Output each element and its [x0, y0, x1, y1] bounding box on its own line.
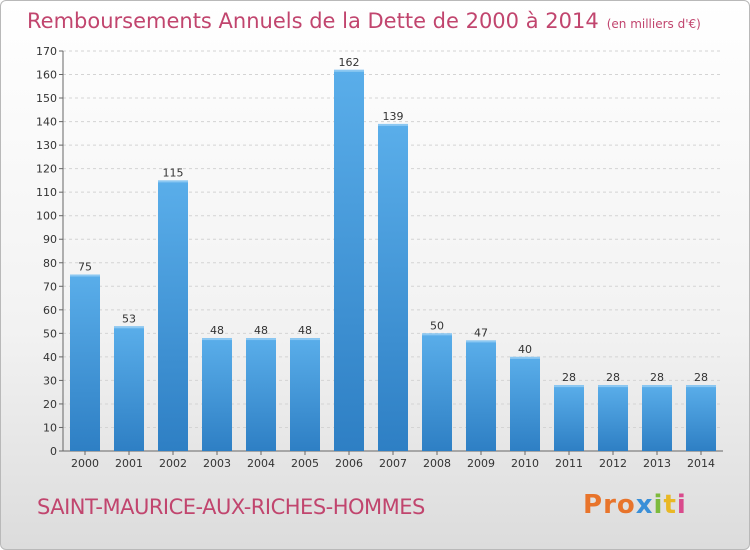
x-tick-label: 2005 [291, 457, 319, 470]
x-tick-label: 2001 [115, 457, 143, 470]
y-tick-label: 10 [43, 421, 57, 434]
x-tick-label: 2013 [643, 457, 671, 470]
bar [554, 385, 584, 451]
x-tick-label: 2010 [511, 457, 539, 470]
bar-chart: 0 10 20 30 40 50 60 70 80 90 100 110 120 130 140 150 160… [36, 45, 723, 470]
bar-highlight [70, 274, 100, 277]
bar [70, 274, 100, 451]
x-tick-label: 2007 [379, 457, 407, 470]
bar-highlight [290, 338, 320, 341]
logo-letter: t [663, 490, 677, 520]
x-tick-label: 2014 [687, 457, 715, 470]
bar-highlight [334, 69, 364, 72]
x-tick-label: 2000 [71, 457, 99, 470]
bar-highlight [202, 338, 232, 341]
bar-value-label: 40 [518, 343, 532, 356]
x-tick-label: 2003 [203, 457, 231, 470]
commune-name: SAINT-MAURICE-AUX-RICHES-HOMMES [37, 495, 425, 519]
y-tick-label: 0 [50, 445, 57, 458]
bar [246, 338, 276, 451]
x-tick-label: 2009 [467, 457, 495, 470]
bar-highlight [378, 123, 408, 126]
bar-value-label: 162 [339, 56, 360, 69]
bar-value-label: 115 [163, 166, 184, 179]
x-tick-label: 2011 [555, 457, 583, 470]
bar-value-label: 28 [562, 371, 576, 384]
logo-letter: P [583, 490, 604, 520]
logo-letter: x [635, 490, 654, 520]
bar [378, 123, 408, 452]
x-tick-label: 2006 [335, 457, 363, 470]
y-tick-label: 130 [36, 139, 57, 152]
bar [158, 180, 188, 452]
x-tick-label: 2004 [247, 457, 275, 470]
y-tick-label: 60 [43, 304, 57, 317]
bar-value-label: 28 [650, 371, 664, 384]
proxiti-logo: Proxiti [583, 490, 687, 520]
logo-letter: r [603, 490, 617, 520]
y-tick-label: 100 [36, 210, 57, 223]
y-tick-label: 20 [43, 398, 57, 411]
bar-highlight [686, 385, 716, 388]
y-tick-label: 140 [36, 116, 57, 129]
y-tick-label: 90 [43, 233, 57, 246]
y-tick-label: 50 [43, 327, 57, 340]
bar [466, 340, 496, 451]
bar-value-label: 47 [474, 326, 488, 339]
logo-letter: o [616, 490, 636, 520]
bar-value-label: 50 [430, 319, 444, 332]
bar-highlight [598, 385, 628, 388]
y-tick-label: 150 [36, 92, 57, 105]
bar [114, 326, 144, 451]
x-tick-label: 2002 [159, 457, 187, 470]
bar [422, 333, 452, 451]
bar-value-label: 139 [383, 110, 404, 123]
y-tick-label: 40 [43, 351, 57, 364]
bar [290, 338, 320, 451]
y-tick-label: 80 [43, 257, 57, 270]
chart-title-text: Remboursements Annuels de la Dette de 20… [27, 9, 599, 33]
logo-letter: i [676, 490, 687, 520]
bar-value-label: 28 [606, 371, 620, 384]
y-tick-label: 110 [36, 186, 57, 199]
bar-highlight [466, 340, 496, 343]
bar [202, 338, 232, 451]
bar [510, 356, 540, 451]
chart-unit: (en milliers d'€) [606, 17, 701, 31]
y-tick-label: 70 [43, 280, 57, 293]
x-tick-label: 2012 [599, 457, 627, 470]
bar-value-label: 75 [78, 261, 92, 274]
bar-highlight [246, 338, 276, 341]
logo-letter: i [653, 490, 664, 520]
bar-highlight [642, 385, 672, 388]
bar-highlight [422, 333, 452, 336]
y-tick-label: 30 [43, 374, 57, 387]
bar-value-label: 28 [694, 371, 708, 384]
bar-value-label: 48 [210, 324, 224, 337]
bar-highlight [158, 180, 188, 183]
bar [686, 385, 716, 451]
bar-value-label: 48 [254, 324, 268, 337]
bar-highlight [510, 356, 540, 359]
bar-highlight [114, 326, 144, 329]
y-tick-label: 120 [36, 163, 57, 176]
bar-highlight [554, 385, 584, 388]
bar [598, 385, 628, 451]
chart-title: Remboursements Annuels de la Dette de 20… [27, 9, 701, 33]
bar-value-label: 48 [298, 324, 312, 337]
bar [334, 69, 364, 451]
bar [642, 385, 672, 451]
x-tick-label: 2008 [423, 457, 451, 470]
bar-value-label: 53 [122, 312, 136, 325]
y-tick-label: 170 [36, 45, 57, 58]
y-tick-label: 160 [36, 69, 57, 82]
